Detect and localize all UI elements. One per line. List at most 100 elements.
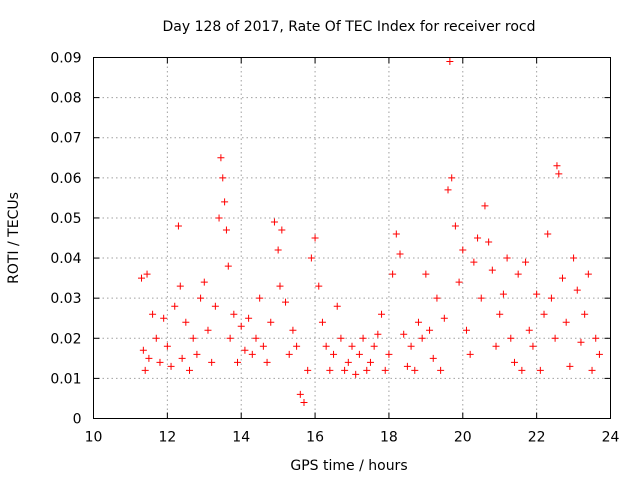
y-tick-label: 0	[73, 412, 82, 428]
data-point	[256, 294, 264, 302]
y-tick-label: 0.05	[50, 211, 81, 227]
data-point	[555, 170, 563, 178]
data-point	[570, 254, 578, 262]
data-point	[307, 254, 315, 262]
data-point	[315, 282, 323, 290]
x-tick-label: 12	[158, 430, 176, 446]
data-point	[193, 350, 201, 358]
x-tick-label: 16	[306, 430, 324, 446]
plot-frame	[93, 57, 611, 419]
data-point	[485, 238, 493, 246]
data-point	[163, 342, 171, 350]
data-point	[462, 326, 470, 334]
y-tick-label: 0.04	[50, 251, 81, 267]
data-point	[245, 314, 253, 322]
data-point	[318, 318, 326, 326]
data-point	[525, 326, 533, 334]
data-point	[333, 302, 341, 310]
data-point	[141, 366, 149, 374]
data-point	[451, 222, 459, 230]
data-point	[466, 350, 474, 358]
y-tick-label: 0.03	[50, 291, 81, 307]
data-point	[588, 366, 596, 374]
data-point	[267, 318, 275, 326]
data-point	[278, 226, 286, 234]
data-point	[562, 318, 570, 326]
x-tick-label: 18	[380, 430, 398, 446]
data-point	[171, 302, 179, 310]
data-point	[241, 346, 249, 354]
data-point	[363, 366, 371, 374]
x-tick-label: 14	[232, 430, 250, 446]
data-point	[496, 310, 504, 318]
data-point	[186, 366, 194, 374]
data-point	[370, 342, 378, 350]
data-point	[259, 342, 267, 350]
data-point	[429, 354, 437, 362]
data-point	[296, 390, 304, 398]
data-point	[385, 350, 393, 358]
data-point	[234, 358, 242, 366]
data-point	[300, 398, 308, 406]
data-point	[276, 282, 284, 290]
data-point	[366, 358, 374, 366]
y-tick-label: 0.08	[50, 91, 81, 107]
x-axis-label: GPS time / hours	[290, 458, 407, 474]
data-point	[536, 366, 544, 374]
data-point	[311, 234, 319, 242]
data-point	[219, 174, 227, 182]
data-point	[481, 202, 489, 210]
data-point	[189, 334, 197, 342]
y-tick-label: 0.06	[50, 171, 81, 187]
data-point	[293, 342, 301, 350]
data-point	[551, 334, 559, 342]
data-point	[355, 350, 363, 358]
data-point	[156, 358, 164, 366]
data-point	[304, 366, 312, 374]
data-point	[215, 214, 223, 222]
data-point	[529, 342, 537, 350]
data-point	[222, 226, 230, 234]
data-point	[503, 254, 511, 262]
data-point	[433, 294, 441, 302]
data-point	[182, 318, 190, 326]
data-point	[426, 326, 434, 334]
data-point	[547, 294, 555, 302]
data-point	[446, 58, 454, 66]
data-point	[437, 366, 445, 374]
data-point	[592, 334, 600, 342]
data-point	[392, 230, 400, 238]
y-axis-label: ROTI / TECUs	[6, 192, 22, 284]
data-point	[414, 318, 422, 326]
data-point	[440, 314, 448, 322]
data-point	[378, 310, 386, 318]
data-point	[230, 310, 238, 318]
data-point	[595, 350, 603, 358]
y-tick-label: 0.09	[50, 51, 81, 67]
data-point	[145, 354, 153, 362]
data-point	[143, 270, 151, 278]
axis-ticks: 10 12 14 16 18 20 22 24 0 0.01 0.02 0.03 0.04 0.05 0.0…	[50, 51, 619, 446]
data-point	[341, 366, 349, 374]
data-point	[139, 346, 147, 354]
data-point	[330, 350, 338, 358]
data-point	[510, 358, 518, 366]
data-point	[208, 358, 216, 366]
data-point	[237, 322, 245, 330]
data-point	[444, 186, 452, 194]
data-point	[248, 350, 256, 358]
data-point	[282, 298, 290, 306]
data-point	[540, 310, 548, 318]
data-point	[263, 358, 271, 366]
data-point	[352, 370, 360, 378]
data-point	[285, 350, 293, 358]
x-tick-label: 20	[454, 430, 472, 446]
data-point	[411, 366, 419, 374]
data-point	[499, 290, 507, 298]
data-point	[396, 250, 404, 258]
data-points	[138, 58, 603, 406]
data-point	[577, 338, 585, 346]
data-point	[138, 274, 146, 282]
data-point	[326, 366, 334, 374]
